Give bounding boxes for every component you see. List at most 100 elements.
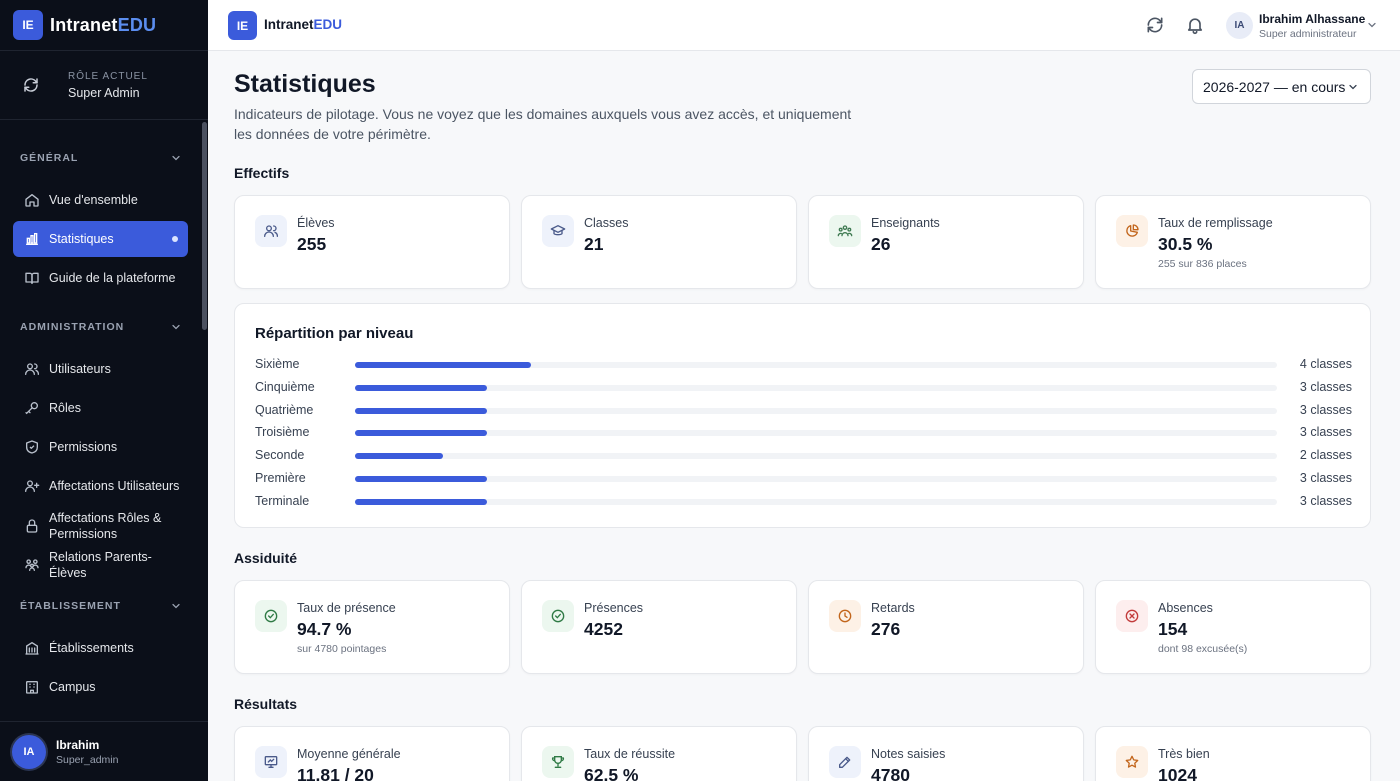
presentation-icon [255,746,287,778]
stat-label: Enseignants [871,216,940,230]
section-assiduite: Assiduité [234,550,298,566]
level-bar-fill [355,430,487,437]
sidebar-item-label: Statistiques [49,232,114,246]
stat-value: 62.5 % [584,765,639,781]
user-menu[interactable]: Ibrahim Alhassane Super administrateur [1259,12,1365,40]
pie-chart-icon [1116,215,1148,247]
page-subtitle: Indicateurs de pilotage. Vous ne voyez q… [234,106,852,142]
stat-label: Retards [871,601,915,615]
topbar-logo[interactable]: IE [228,11,257,40]
level-bar-track [355,476,1277,482]
topbar: IE IntranetEDU IA Ibrahim Alhassane Supe… [208,0,1400,51]
role-switcher[interactable]: RÔLE ACTUEL Super Admin [0,51,208,120]
level-row: Sixième 4 classes [255,356,1352,374]
stat-label: Taux de réussite [584,747,676,761]
level-bar-fill [355,384,487,391]
stat-card-retards: Retards 276 [808,580,1084,674]
sidebar-item-guide[interactable]: Guide de la plateforme [13,260,188,296]
chevron-down-icon [172,155,180,161]
level-name: Première [255,471,306,485]
stat-card-taux-remplissage: Taux de remplissage 30.5 % 255 sur 836 p… [1095,195,1371,289]
role-label: RÔLE ACTUEL [68,70,148,82]
stat-subtext: 255 sur 836 places [1158,258,1247,270]
section-effectifs: Effectifs [234,165,290,181]
level-row: Première 3 classes [255,470,1352,488]
level-name: Sixième [255,357,300,371]
users-icon [255,215,287,247]
level-bar-track [355,362,1277,368]
stat-card-eleves: Élèves 255 [234,195,510,289]
sidebar-item-users[interactable]: Utilisateurs [13,351,188,387]
stat-label: Élèves [297,216,335,230]
level-row: Troisième 3 classes [255,424,1352,442]
chevron-down-icon[interactable] [1366,19,1378,31]
sidebar-user[interactable]: IA Ibrahim Super_admin [0,721,208,781]
check-circle-icon [542,600,574,632]
section-etablissement[interactable]: ÉTABLISSEMENT [20,600,182,612]
sidebar-brand[interactable]: IE IntranetEDU [0,0,208,51]
stat-card-presences: Présences 4252 [521,580,797,674]
refresh-icon[interactable] [1145,15,1165,35]
stat-value: 11.81 / 20 [297,765,374,781]
building-icon [25,641,39,655]
section-administration[interactable]: ADMINISTRATION [20,321,182,333]
section-general[interactable]: GÉNÉRAL [20,152,182,164]
avatar: IA [12,734,46,769]
sidebar-item-label: Vue d'ensemble [49,193,138,207]
section-general-label: GÉNÉRAL [20,152,79,164]
level-bar-track [355,384,1277,391]
sidebar-item-campus[interactable]: Campus [13,669,188,705]
sidebar-item-label: Relations Parents-Élèves [49,550,152,580]
trophy-icon [542,746,574,778]
stat-label: Taux de remplissage [1158,216,1273,230]
stat-value: 276 [871,619,901,639]
sidebar-item-label: Affectations Utilisateurs [49,479,180,493]
logo-badge: IE [13,10,43,40]
user-name: Ibrahim [56,737,100,752]
lock-icon [26,519,38,533]
sidebar-item-roles[interactable]: Rôles [13,390,188,426]
stat-card-tres-bien: Très bien 1024 [1095,726,1371,781]
bell-icon[interactable] [1185,15,1205,35]
stat-card-taux-presence: Taux de présence 94.7 % sur 4780 pointag… [234,580,510,674]
stat-label: Très bien [1158,747,1210,761]
level-count: 4 classes [1299,357,1352,371]
check-circle-icon [255,600,287,632]
level-row: Quatrième 3 classes [255,402,1352,420]
sidebar-item-label: Établissements [49,641,134,655]
refresh-icon [24,78,38,92]
chevron-down-icon [172,603,180,609]
sidebar-item-overview[interactable]: Vue d'ensemble [13,182,188,218]
sidebar-item-establishments[interactable]: Établissements [13,630,188,666]
level-name: Troisième [255,425,310,440]
chevron-down-icon [172,324,180,330]
level-count: 3 classes [1299,493,1352,508]
sidebar-scrollbar[interactable] [202,122,207,330]
sidebar-item-permissions[interactable]: Permissions [13,429,188,465]
user-role: Super_admin [56,753,119,766]
section-resultats: Résultats [234,696,298,712]
sidebar-item-role-permission-assignments[interactable]: Affectations Rôles & Permissions [13,507,188,545]
sidebar-item-stats[interactable]: Statistiques [13,221,188,257]
topbar-brand[interactable]: IntranetEDU [264,17,343,32]
stat-label: Taux de présence [297,601,396,615]
sidebar-item-user-assignments[interactable]: Affectations Utilisateurs [13,468,188,504]
level-bar-fill [355,476,487,482]
avatar[interactable]: IA [1226,12,1253,39]
sidebar-item-parent-student[interactable]: Relations Parents-Élèves [13,546,188,584]
section-administration-label: ADMINISTRATION [20,321,125,333]
level-name: Terminale [255,493,310,508]
users-icon [25,363,39,375]
stat-subtext: sur 4780 pointages [297,643,387,655]
x-circle-icon [1116,600,1148,632]
level-row: Seconde 2 classes [255,447,1352,465]
sidebar-item-label: Utilisateurs [49,362,111,376]
level-name: Seconde [255,448,305,463]
stat-value: 30.5 % [1158,234,1213,254]
year-select[interactable]: 2026-2027 — en cours [1192,69,1371,104]
shield-icon [26,440,38,454]
level-bar-track [355,430,1277,437]
stat-label: Classes [584,216,629,230]
stat-card-enseignants: Enseignants 26 [808,195,1084,289]
clock-icon [829,600,861,632]
